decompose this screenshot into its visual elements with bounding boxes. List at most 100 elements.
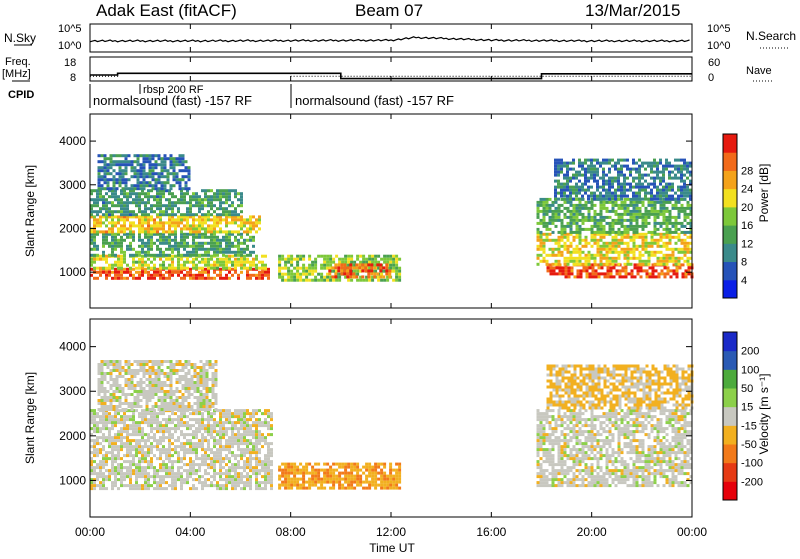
data-cell-10 xyxy=(537,228,540,231)
data-cell-11 xyxy=(608,195,611,198)
data-cell-11 xyxy=(623,165,626,168)
data-cell-7 xyxy=(364,263,367,266)
data-cell-10 xyxy=(639,216,642,219)
data-cell-1 xyxy=(225,261,228,264)
data-cell-9 xyxy=(675,242,678,245)
data-cell-11 xyxy=(608,183,611,186)
data-cell-4 xyxy=(147,189,150,192)
data-cell-0 xyxy=(132,424,135,427)
data-cell-5 xyxy=(158,172,161,175)
data-cell-6 xyxy=(278,264,281,267)
data-cell-10 xyxy=(594,216,597,219)
data-cell-0 xyxy=(129,451,132,454)
data-cell-5 xyxy=(131,166,134,169)
data-cell-2 xyxy=(93,245,96,248)
data-cell-8 xyxy=(613,266,616,269)
data-cell-9 xyxy=(663,233,666,236)
data-cell-4 xyxy=(93,189,96,192)
data-cell-1 xyxy=(149,369,152,372)
data-cell-1 xyxy=(146,372,149,375)
data-cell-0 xyxy=(210,418,213,421)
data-cell-0 xyxy=(117,469,120,472)
data-cell-1 xyxy=(194,366,197,369)
data-cell-2 xyxy=(201,242,204,245)
data-cell-1 xyxy=(98,390,101,393)
data-cell-0 xyxy=(99,442,102,445)
data-cell-0 xyxy=(96,427,99,430)
data-cell-9 xyxy=(681,239,684,242)
data-cell-0 xyxy=(216,430,219,433)
data-cell-1 xyxy=(152,360,155,363)
data-cell-3 xyxy=(171,230,174,233)
data-cell-0 xyxy=(234,433,237,436)
data-cell-0 xyxy=(99,460,102,463)
nave-label: Nave xyxy=(746,65,772,77)
data-cell-11 xyxy=(623,174,626,177)
data-cell-9 xyxy=(576,257,579,260)
data-cell-2 xyxy=(186,242,189,245)
data-cell-9 xyxy=(621,236,624,239)
data-cell-3 xyxy=(198,221,201,224)
data-cell-3 xyxy=(123,224,126,227)
data-cell-0 xyxy=(258,487,261,490)
data-cell-1 xyxy=(122,390,125,393)
data-cell-6 xyxy=(278,276,281,279)
data-cell-0 xyxy=(207,415,210,418)
data-cell-1 xyxy=(98,387,101,390)
data-cell-8 xyxy=(634,266,637,269)
data-cell-1 xyxy=(246,267,249,270)
data-cell-7 xyxy=(388,269,391,272)
data-cell-8 xyxy=(568,266,571,269)
data-cell-0 xyxy=(159,466,162,469)
data-cell-11 xyxy=(680,177,683,180)
data-cell-6 xyxy=(374,258,377,261)
data-cell-0 xyxy=(216,421,219,424)
data-cell-0 xyxy=(129,448,132,451)
data-cell-8 xyxy=(634,263,637,266)
data-cell-1 xyxy=(134,372,137,375)
data-cell-3 xyxy=(213,215,216,218)
data-cell-0 xyxy=(213,427,216,430)
data-cell-2 xyxy=(195,242,198,245)
data-cell-11 xyxy=(653,195,656,198)
data-cell-1 xyxy=(173,369,176,372)
data-cell-1 xyxy=(216,258,219,261)
data-cell-4 xyxy=(93,210,96,213)
data-cell-10 xyxy=(684,219,687,222)
data-cell-8 xyxy=(682,272,685,275)
data-cell-0 xyxy=(216,274,219,277)
data-cell-0 xyxy=(159,436,162,439)
data-cell-1 xyxy=(111,267,114,270)
data-cell-1 xyxy=(141,258,144,261)
data-cell-2 xyxy=(210,236,213,239)
data-cell-5 xyxy=(149,166,152,169)
data-cell-1 xyxy=(255,267,258,270)
data-cell-1 xyxy=(155,360,158,363)
data-cell-1 xyxy=(153,258,156,261)
data-cell-8 xyxy=(631,272,634,275)
data-cell-4 xyxy=(183,192,186,195)
data-cell-5 xyxy=(152,178,155,181)
data-cell-9 xyxy=(669,239,672,242)
data-cell-2 xyxy=(192,245,195,248)
data-cell-10 xyxy=(546,207,549,210)
data-cell-2 xyxy=(105,239,108,242)
data-cell-7 xyxy=(385,269,388,272)
data-cell-7 xyxy=(367,263,370,266)
data-cell-3 xyxy=(240,227,243,230)
data-cell-1 xyxy=(101,363,104,366)
data-cell-0 xyxy=(267,427,270,430)
data-cell-9 xyxy=(654,242,657,245)
data-cell-11 xyxy=(638,192,641,195)
data-cell-11 xyxy=(599,195,602,198)
data-cell-10 xyxy=(678,228,681,231)
data-cell-0 xyxy=(165,451,168,454)
data-cell-4 xyxy=(135,213,138,216)
data-cell-0 xyxy=(225,448,228,451)
data-cell-5 xyxy=(134,166,137,169)
data-cell-4 xyxy=(222,189,225,192)
data-cell-0 xyxy=(168,427,171,430)
data-cell-3 xyxy=(159,218,162,221)
data-cell-0 xyxy=(96,439,99,442)
data-cell-0 xyxy=(198,481,201,484)
